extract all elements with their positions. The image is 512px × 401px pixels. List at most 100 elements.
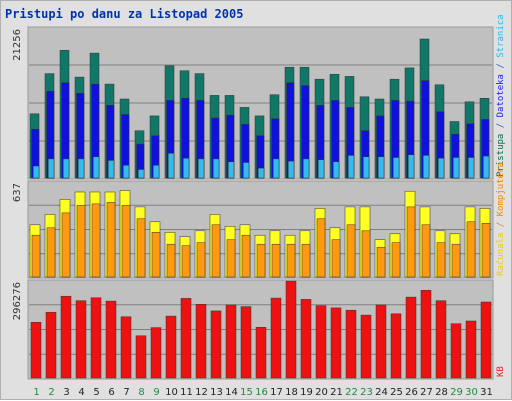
series-label-bottom: KB: [496, 366, 506, 377]
bar-stranica-7: [122, 165, 130, 179]
x-tick-label-11: 11: [180, 387, 193, 398]
bar-kompjutera-17: [271, 243, 281, 278]
bar-kompjutera-8: [136, 218, 146, 278]
bar-kb-16: [255, 327, 267, 379]
x-tick-label-24: 24: [375, 387, 388, 398]
bar-kompjutera-20: [316, 218, 326, 278]
bar-kb-29: [450, 323, 462, 379]
bar-stranica-11: [182, 157, 190, 179]
bar-stranica-9: [152, 165, 160, 179]
bar-kb-20: [315, 305, 327, 379]
bar-kompjutera-15: [241, 234, 251, 278]
bar-kompjutera-23: [361, 230, 371, 278]
bar-kb-24: [375, 304, 387, 379]
bar-stranica-5: [92, 156, 100, 179]
x-tick-label-21: 21: [330, 387, 343, 398]
bar-kb-9: [150, 327, 162, 379]
bar-kompjutera-2: [46, 227, 56, 278]
bar-kompjutera-24: [376, 246, 386, 278]
bar-stranica-30: [467, 157, 475, 179]
bar-kb-7: [120, 316, 132, 379]
x-tick-label-5: 5: [93, 387, 99, 398]
bar-kb-11: [180, 298, 192, 379]
bar-kompjutera-5: [91, 203, 101, 278]
bar-stranica-18: [287, 160, 295, 179]
bar-stranica-4: [77, 158, 85, 179]
x-tick-label-4: 4: [78, 387, 84, 398]
bar-kompjutera-11: [181, 245, 191, 278]
bar-stranica-20: [317, 159, 325, 179]
bar-kb-25: [390, 313, 402, 379]
x-tick-label-9: 9: [153, 387, 159, 398]
bar-kompjutera-4: [76, 205, 86, 278]
x-tick-label-17: 17: [270, 387, 283, 398]
bar-stranica-3: [62, 158, 70, 179]
x-tick-label-31: 31: [480, 387, 493, 398]
bar-kb-18: [285, 280, 297, 379]
bar-kompjutera-7: [121, 205, 131, 278]
x-tick-label-3: 3: [63, 387, 69, 398]
bar-stranica-24: [377, 156, 385, 179]
bar-kompjutera-1: [31, 234, 41, 278]
bar-kompjutera-16: [256, 243, 266, 278]
bar-kompjutera-19: [301, 243, 311, 278]
bar-kompjutera-29: [451, 243, 461, 278]
bar-stranica-26: [407, 154, 415, 179]
bar-kompjutera-22: [346, 224, 356, 278]
bar-kompjutera-18: [286, 243, 296, 278]
x-tick-label-26: 26: [405, 387, 418, 398]
bar-kompjutera-9: [151, 232, 161, 278]
bar-stranica-12: [197, 158, 205, 179]
x-tick-label-16: 16: [255, 387, 268, 398]
max-label-top: 21256: [12, 29, 23, 61]
bar-stranica-1: [32, 165, 40, 179]
bar-kb-23: [360, 314, 372, 379]
bar-stranica-8: [137, 169, 145, 179]
bar-kompjutera-27: [421, 224, 431, 278]
bar-kb-1: [30, 322, 42, 379]
bar-stranica-25: [392, 157, 400, 179]
bar-stranica-16: [257, 167, 265, 179]
x-tick-label-25: 25: [390, 387, 403, 398]
bar-kompjutera-28: [436, 242, 446, 278]
max-label-bottom: 296276: [12, 282, 23, 320]
bar-kb-6: [105, 300, 117, 379]
bar-kompjutera-6: [106, 202, 116, 278]
bar-kb-31: [480, 301, 492, 379]
bar-kompjutera-3: [61, 212, 71, 278]
bar-kb-19: [300, 299, 312, 379]
max-label-middle: 637: [12, 183, 23, 202]
x-tick-label-6: 6: [108, 387, 114, 398]
x-tick-label-28: 28: [435, 387, 448, 398]
bar-stranica-15: [242, 162, 250, 179]
bar-kb-21: [330, 307, 342, 379]
bar-stranica-10: [167, 153, 175, 179]
x-tick-label-14: 14: [225, 387, 238, 398]
bar-kompjutera-14: [226, 239, 236, 278]
bar-stranica-27: [422, 155, 430, 179]
x-tick-label-2: 2: [48, 387, 54, 398]
x-tick-label-30: 30: [465, 387, 478, 398]
bar-kompjutera-12: [196, 242, 206, 278]
bar-kb-13: [210, 310, 222, 379]
bar-kompjutera-21: [331, 239, 341, 278]
bar-kompjutera-31: [481, 223, 491, 278]
series-label-top: Pristupa / Datoteka / Stranica: [496, 14, 506, 177]
bar-kb-26: [405, 296, 417, 379]
bar-kb-5: [90, 297, 102, 379]
bar-kb-4: [75, 300, 87, 379]
bar-stranica-22: [347, 155, 355, 179]
x-tick-label-1: 1: [33, 387, 39, 398]
bar-kompjutera-30: [466, 221, 476, 278]
x-tick-label-18: 18: [285, 387, 298, 398]
chart-title: Pristupi po danu za Listopad 2005: [5, 7, 244, 21]
bar-kompjutera-10: [166, 243, 176, 278]
x-tick-label-22: 22: [345, 387, 358, 398]
bar-kb-27: [420, 290, 432, 379]
x-tick-label-20: 20: [315, 387, 328, 398]
x-tick-label-13: 13: [210, 387, 223, 398]
bar-kb-22: [345, 309, 357, 379]
bar-kompjutera-26: [406, 206, 416, 278]
x-tick-label-29: 29: [450, 387, 463, 398]
